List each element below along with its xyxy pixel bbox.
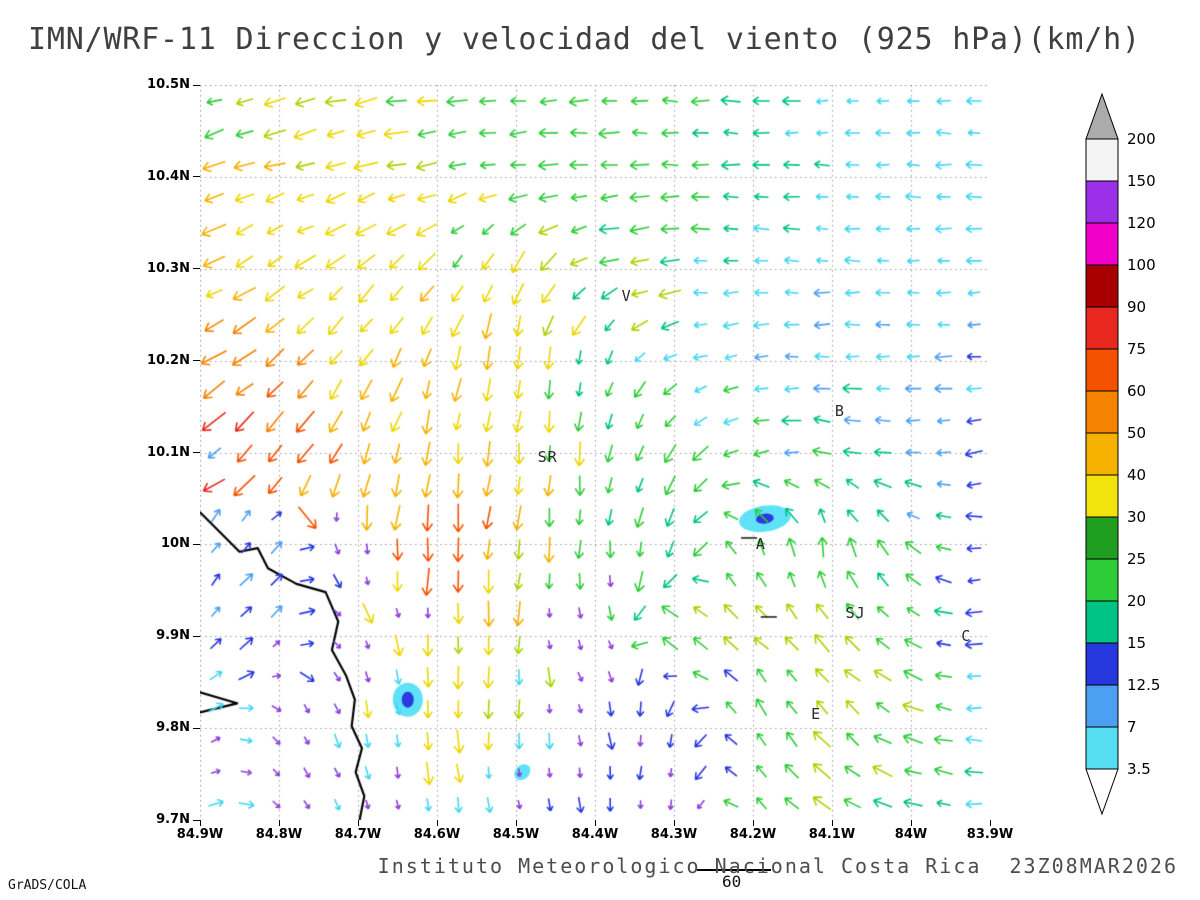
lat-tick-label: 10.4N (147, 168, 190, 184)
colorbar-tick-label: 15 (1127, 634, 1146, 652)
lat-tick-mark (193, 268, 200, 270)
lon-tick-mark (673, 820, 675, 826)
colorbar-tick-label: 50 (1127, 424, 1146, 442)
reference-vector-line (697, 869, 771, 871)
lon-tick-mark (989, 820, 991, 826)
colorbar-tick-label: 25 (1127, 550, 1146, 568)
map-plot-area (200, 85, 990, 820)
lon-tick-label: 83.9W (966, 827, 1014, 842)
colorbar-tick-label: 75 (1127, 340, 1146, 358)
lat-tick-mark (193, 727, 200, 729)
colorbar-segment (1085, 558, 1119, 602)
station-label-e: E (811, 705, 822, 724)
lon-tick-mark (199, 820, 201, 826)
lon-tick-mark (357, 820, 359, 826)
lon-tick-label: 84.6W (413, 827, 461, 842)
colorbar-tick-label: 200 (1127, 130, 1156, 148)
colorbar-tick-label: 100 (1127, 256, 1156, 274)
lat-tick-label: 10.1N (147, 444, 190, 460)
chart-title: IMN/WRF-11 Direccion y velocidad del vie… (28, 22, 1141, 57)
lon-tick-mark (752, 820, 754, 826)
lon-tick-label: 84.3W (650, 827, 698, 842)
lat-tick-label: 9.8N (156, 720, 190, 736)
colorbar-tick-label: 3.5 (1127, 760, 1151, 778)
colorbar-segment (1085, 684, 1119, 728)
lat-tick-mark (193, 84, 200, 86)
station-label-b: B (834, 402, 845, 421)
lat-tick-label: 10.5N (147, 77, 190, 92)
colorbar-segment (1085, 600, 1119, 644)
station-label-c: C (961, 627, 972, 646)
lat-tick-mark (193, 452, 200, 453)
colorbar-segment (1085, 390, 1119, 434)
colorbar-tick-label: 7 (1127, 718, 1137, 736)
lat-tick-label: 9.9N (156, 628, 190, 644)
lat-tick-mark (193, 635, 200, 637)
grads-credit: GrADS/COLA (8, 878, 87, 893)
colorbar-tick-label: 150 (1127, 172, 1156, 190)
colorbar-segment (1085, 348, 1119, 392)
colorbar-segment (1085, 222, 1119, 266)
colorbar-segment (1085, 474, 1119, 518)
wind-vector-canvas (200, 85, 990, 820)
colorbar-segment (1085, 642, 1119, 686)
lat-tick-mark (193, 819, 200, 821)
footer-text: Instituto Meteorologico Nacional Costa R… (377, 854, 1178, 878)
lon-tick-mark (594, 820, 596, 826)
colorbar-tick-label: 120 (1127, 214, 1156, 232)
lon-tick-label: 84.1W (808, 827, 856, 842)
colorbar-segment (1085, 516, 1119, 560)
colorbar-tick-label: 40 (1127, 466, 1146, 484)
colorbar-segment (1085, 138, 1119, 182)
lat-tick-label: 10.2N (147, 352, 190, 368)
colorbar-segment (1085, 180, 1119, 224)
reference-vector-label: 60 (722, 872, 742, 891)
station-label-sr: SR (537, 448, 558, 467)
lon-tick-mark (910, 820, 912, 826)
lat-tick-label: 10N (161, 536, 190, 552)
colorbar-svg: 3.5 7 12.5 15 20 25 30 40 50 60 75 90 100 120 150 200 (1085, 92, 1160, 816)
colorbar-segment (1085, 306, 1119, 350)
station-label-v: V (621, 287, 632, 306)
colorbar-segment (1085, 726, 1119, 770)
lon-tick-mark (278, 820, 280, 826)
colorbar-segment (1085, 264, 1119, 308)
station-label-a: A (755, 535, 766, 554)
lon-tick-label: 84.9W (176, 827, 224, 842)
lon-tick-label: 84W (894, 827, 928, 842)
colorbar-under-triangle (1085, 768, 1119, 816)
colorbar-segment (1085, 432, 1119, 476)
speed-colorbar: 3.5 7 12.5 15 20 25 30 40 50 60 75 90 100 120 150 200 (1085, 92, 1185, 823)
colorbar-tick-label: 90 (1127, 298, 1146, 316)
lon-tick-mark (436, 820, 438, 826)
lon-tick-mark (515, 820, 517, 826)
lon-tick-label: 84.7W (334, 827, 382, 842)
lon-tick-label: 84.8W (255, 827, 303, 842)
lat-tick-mark (193, 176, 200, 178)
colorbar-tick-label: 60 (1127, 382, 1146, 400)
lon-tick-label: 84.4W (571, 827, 619, 842)
lon-tick-label: 84.2W (729, 827, 777, 842)
colorbar-tick-label: 12.5 (1127, 676, 1160, 694)
lat-tick-label: 9.7N (156, 812, 190, 827)
lat-tick-mark (193, 543, 200, 545)
colorbar-tick-label: 30 (1127, 508, 1146, 526)
station-label-sj: SJ (845, 604, 866, 623)
lon-tick-label: 84.5W (492, 827, 540, 842)
colorbar-over-triangle (1085, 92, 1119, 140)
lat-tick-mark (193, 360, 200, 362)
colorbar-tick-label: 20 (1127, 592, 1146, 610)
lon-tick-mark (831, 820, 833, 826)
lat-tick-label: 10.3N (147, 260, 190, 276)
